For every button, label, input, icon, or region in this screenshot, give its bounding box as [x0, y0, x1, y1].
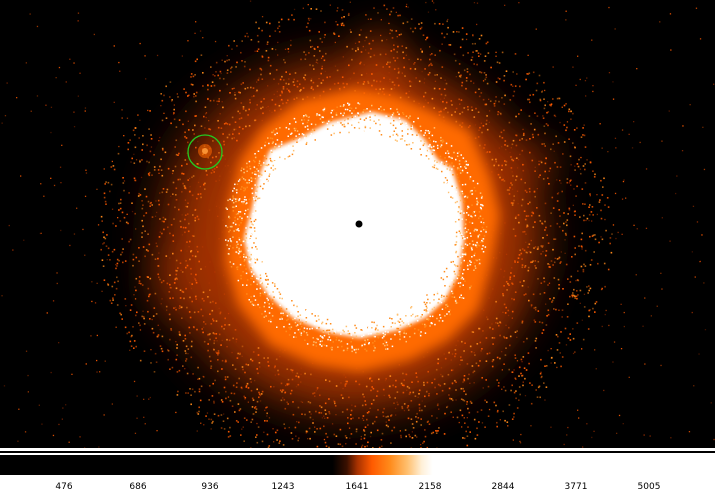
- core-edge-grain: [225, 102, 488, 354]
- circle-region-marker[interactable]: [187, 134, 223, 170]
- colorbar-tick: 5005: [637, 482, 661, 492]
- colorbar-separator: [0, 451, 715, 453]
- colorbar[interactable]: [0, 455, 715, 475]
- colorbar-tick: 1641: [345, 482, 369, 492]
- image-canvas[interactable]: [0, 0, 715, 448]
- colorbar-tick: 1243: [271, 482, 295, 492]
- colorbar-ticks: 476 686 936 1243 1641 2158 2844 3771 500…: [0, 482, 715, 498]
- halo-grain: [100, 4, 613, 448]
- faint-source: [198, 144, 212, 158]
- colorbar-tick: 476: [55, 482, 73, 492]
- colorbar-panel: 476 686 936 1243 1641 2158 2844 3771 500…: [0, 451, 715, 503]
- colorbar-tick: 2158: [418, 482, 442, 492]
- colorbar-tick: 2844: [491, 482, 515, 492]
- center-pixel-mark: [355, 220, 363, 228]
- colorbar-tick: 936: [201, 482, 219, 492]
- colorbar-tick: 686: [129, 482, 147, 492]
- bright-core: [244, 112, 464, 338]
- colorbar-tick: 3771: [564, 482, 588, 492]
- astronomical-image[interactable]: [0, 0, 715, 448]
